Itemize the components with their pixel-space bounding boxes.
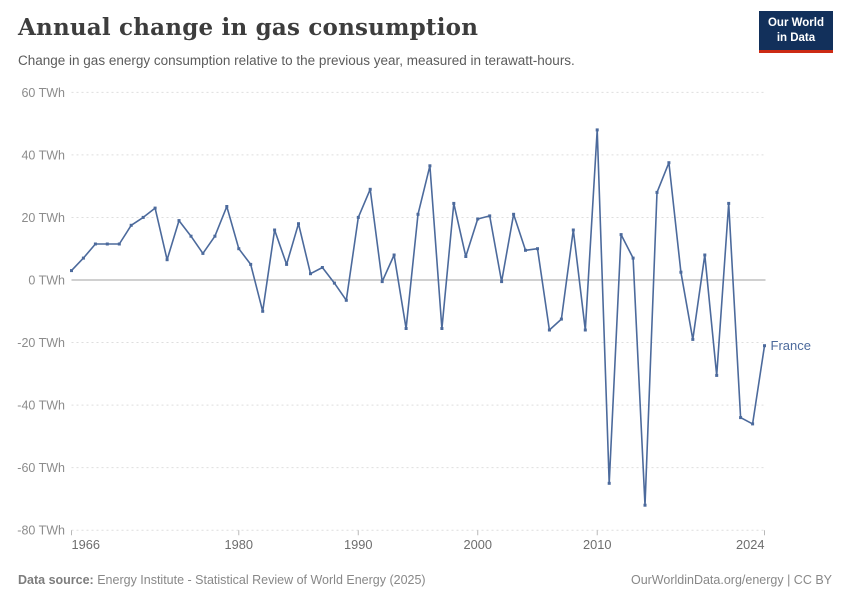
data-point-1973[interactable]: [153, 206, 157, 210]
data-point-1969[interactable]: [105, 242, 109, 246]
data-point-2013[interactable]: [631, 256, 635, 260]
data-point-1995[interactable]: [416, 212, 420, 216]
data-point-1979[interactable]: [225, 205, 229, 208]
cc-by-link[interactable]: CC BY: [793, 573, 832, 587]
page-subtitle: Change in gas energy consumption relativ…: [18, 53, 575, 68]
data-point-2022[interactable]: [739, 416, 743, 420]
data-point-2017[interactable]: [679, 270, 683, 274]
footer-separator: |: [783, 573, 794, 587]
chart-line-france[interactable]: [70, 129, 766, 507]
line-chart: 60 TWh 40 TWh 20 TWh 0 TWh -20 TWh -40 TWh -60…: [0, 85, 850, 565]
data-point-1986[interactable]: [309, 272, 312, 276]
data-point-1989[interactable]: [344, 298, 348, 302]
data-point-1991[interactable]: [368, 187, 372, 191]
data-point-2011[interactable]: [607, 481, 611, 485]
footer-links: OurWorldinData.org/energy | CC BY: [631, 573, 832, 587]
data-point-2015[interactable]: [655, 190, 659, 194]
data-point-2000[interactable]: [476, 217, 480, 221]
owid-url-link[interactable]: OurWorldinData.org/energy: [630, 573, 784, 587]
data-point-1982[interactable]: [261, 309, 265, 313]
data-point-1980[interactable]: [237, 247, 241, 251]
data-point-1985[interactable]: [297, 222, 300, 226]
data-source-text: Energy Institute - Statistical Review of…: [93, 573, 426, 587]
data-point-1988[interactable]: [332, 281, 336, 285]
y-axis-tick-label: -80 TWh: [17, 524, 65, 538]
data-point-1998[interactable]: [452, 201, 456, 205]
data-point-2009[interactable]: [583, 328, 587, 332]
y-axis-tick-label: -20 TWh: [17, 336, 65, 350]
data-point-2020[interactable]: [715, 373, 719, 377]
series-label-france[interactable]: France: [771, 338, 811, 353]
data-point-2008[interactable]: [571, 228, 575, 232]
data-point-2001[interactable]: [488, 214, 492, 218]
data-point-1994[interactable]: [404, 327, 408, 330]
data-point-2010[interactable]: [595, 128, 599, 132]
chart-footer: Data source: Energy Institute - Statisti…: [18, 573, 832, 587]
y-axis-tick-label: 60 TWh: [21, 86, 65, 100]
data-point-2007[interactable]: [559, 317, 563, 321]
data-point-1983[interactable]: [273, 228, 277, 232]
data-point-2014[interactable]: [643, 503, 647, 507]
data-point-1981[interactable]: [249, 262, 253, 266]
data-point-1999[interactable]: [464, 255, 468, 258]
data-point-1996[interactable]: [428, 164, 432, 168]
page-title: Annual change in gas consumption: [18, 14, 479, 41]
data-point-2018[interactable]: [691, 337, 695, 341]
data-point-2016[interactable]: [667, 161, 671, 165]
data-point-1975[interactable]: [177, 219, 181, 223]
data-point-1993[interactable]: [392, 253, 396, 257]
data-point-1966[interactable]: [70, 269, 73, 273]
data-point-2024[interactable]: [763, 344, 766, 348]
data-point-1992[interactable]: [380, 280, 384, 284]
data-source-note: Data source: Energy Institute - Statisti…: [18, 573, 426, 587]
data-point-1967[interactable]: [81, 256, 85, 260]
y-axis-tick-label: 20 TWh: [21, 211, 65, 225]
y-axis-tick-label: -40 TWh: [17, 399, 65, 413]
data-point-1987[interactable]: [320, 266, 324, 269]
x-axis-tick-label: 1980: [225, 537, 253, 552]
data-point-1984[interactable]: [285, 262, 289, 266]
data-point-2012[interactable]: [619, 233, 623, 237]
owid-logo-line2: in Data: [776, 31, 816, 44]
x-axis-tick-label: 1990: [344, 537, 372, 552]
owid-logo[interactable]: Our World in Data: [758, 11, 833, 53]
x-axis-tick-label: 2010: [583, 537, 611, 552]
data-point-2006[interactable]: [547, 328, 551, 332]
data-point-2004[interactable]: [524, 248, 527, 252]
data-point-1997[interactable]: [440, 327, 444, 330]
data-point-1977[interactable]: [201, 251, 205, 255]
x-axis-tick-label: 1966: [72, 537, 100, 552]
data-point-1970[interactable]: [117, 242, 121, 246]
chart-svg: 60 TWh 40 TWh 20 TWh 0 TWh -20 TWh -40 TWh -60…: [17, 86, 811, 552]
data-point-1976[interactable]: [189, 234, 193, 238]
data-point-2002[interactable]: [500, 280, 504, 284]
data-point-1968[interactable]: [93, 242, 97, 246]
data-point-2021[interactable]: [727, 201, 731, 205]
data-point-2023[interactable]: [751, 422, 755, 426]
data-point-1972[interactable]: [141, 215, 145, 219]
data-point-1974[interactable]: [165, 258, 169, 262]
y-axis-tick-label: -60 TWh: [17, 461, 65, 475]
data-point-1990[interactable]: [356, 215, 360, 219]
data-point-2019[interactable]: [703, 253, 707, 257]
y-axis-tick-label: 0 TWh: [28, 274, 65, 288]
data-source-label: Data source:: [18, 573, 94, 587]
x-axis-tick-label: 2000: [464, 537, 492, 552]
data-point-1978[interactable]: [213, 234, 217, 238]
data-point-2003[interactable]: [512, 212, 516, 216]
x-axis-tick-label: 2024: [736, 537, 764, 552]
y-axis-tick-label: 40 TWh: [21, 148, 65, 162]
data-point-1971[interactable]: [129, 223, 133, 227]
owid-logo-line1: Our World: [767, 17, 824, 29]
data-point-2005[interactable]: [536, 247, 539, 251]
